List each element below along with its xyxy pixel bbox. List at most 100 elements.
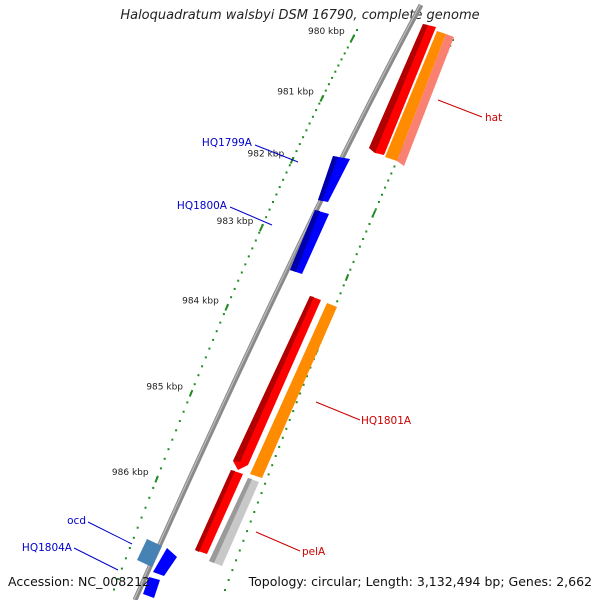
leader-hq1804a: [73, 547, 119, 571]
outer-tick-dot: [292, 410, 295, 413]
outer-tick-dot: [267, 473, 270, 476]
feature-hat-orange[interactable]: [385, 31, 446, 161]
feature-hq1801a-red[interactable]: [233, 296, 321, 470]
outer-tick-dot: [278, 445, 281, 448]
inner-tick-major-tick-5: [188, 389, 194, 397]
inner-tick-dot: [305, 129, 308, 132]
inner-tick-dot: [343, 52, 346, 55]
inner-tick-dot: [268, 208, 271, 211]
inner-tick-dot: [282, 178, 285, 181]
tick-label-5: 985 kbp: [146, 382, 183, 392]
outer-tick-dot: [288, 418, 291, 421]
inner-tick-dot: [285, 171, 288, 174]
inner-tick-dot: [308, 122, 311, 125]
tick-labels: 980 kbp 981 kbp 982 kbp 983 kbp 984 kbp 985 k…: [112, 27, 345, 478]
outer-tick-dot: [285, 427, 288, 430]
inner-tick-dot: [215, 330, 218, 333]
inner-tick-dot: [272, 201, 274, 203]
inner-tick-major-tick-4: [224, 303, 230, 311]
inner-tick-major-tick-2: [289, 156, 295, 164]
outer-tick-dot: [390, 172, 393, 175]
inner-tick-dot: [171, 438, 174, 441]
backbone-arc: [132, 3, 424, 600]
inner-tick-dot: [120, 567, 123, 570]
inner-tick-dot: [251, 247, 254, 250]
inner-tick-dot: [136, 526, 139, 529]
feature-hq1799a[interactable]: [318, 156, 350, 202]
label-hq1800a[interactable]: HQ1800A: [177, 200, 228, 212]
inner-tick-dot: [327, 83, 330, 86]
label-hq1801a[interactable]: HQ1801A: [361, 415, 412, 427]
outer-tick-dot: [452, 39, 454, 41]
inner-tick-dot: [288, 164, 291, 167]
inner-tick-dot: [132, 536, 135, 539]
feature-pela-red[interactable]: [195, 470, 243, 554]
label-hat[interactable]: hat: [485, 112, 502, 124]
outer-tick-dot: [260, 492, 263, 495]
feature-hq1801a-orange[interactable]: [250, 303, 337, 478]
feature-hat-red[interactable]: [369, 24, 436, 155]
inner-tick-dot: [240, 271, 243, 274]
outer-tick-dot: [358, 245, 361, 248]
inner-tick-dot: [230, 296, 233, 299]
inner-tick-dot: [356, 29, 358, 31]
label-pela[interactable]: pelA: [302, 546, 326, 558]
outer-tick-dot: [264, 482, 267, 485]
inner-tick-dot: [128, 547, 131, 549]
outer-tick-dot: [256, 501, 259, 504]
inner-tick-dot: [124, 557, 127, 560]
outer-tick-dot: [339, 292, 342, 295]
outer-tick-dot: [374, 208, 377, 211]
feature-hq1804a[interactable]: [143, 548, 177, 598]
inner-tick-dot: [331, 76, 334, 79]
feature-hq1800a[interactable]: [290, 210, 329, 274]
outer-tick-dot: [368, 223, 371, 225]
inner-tick-dot: [298, 143, 301, 146]
inner-tick-dot: [178, 420, 181, 422]
inner-tick-dot: [140, 516, 143, 519]
outer-tick-dot: [249, 520, 252, 523]
outer-tick-dot: [384, 186, 387, 189]
outer-tick-dot: [281, 436, 284, 439]
outer-tick-dot: [365, 230, 368, 233]
inner-tick-dot: [204, 356, 207, 359]
outer-tick-dot: [302, 383, 305, 386]
inner-tick-dot: [163, 457, 166, 460]
tick-label-1: 981 kbp: [277, 87, 314, 97]
label-hq1804a[interactable]: HQ1804A: [22, 542, 73, 554]
inner-tick-dot: [340, 58, 343, 61]
inner-tick-dot: [201, 365, 204, 368]
feature-pela-gray[interactable]: [209, 478, 259, 566]
inner-tick-dot: [247, 255, 250, 258]
inner-tick-major-tick-3: [258, 224, 264, 232]
feature-hat-salmon[interactable]: [397, 34, 454, 166]
outer-tick-dot: [387, 179, 390, 182]
tick-label-0: 980 kbp: [308, 27, 345, 37]
inner-tick-dot: [233, 287, 236, 290]
tick-label-2: 982 kbp: [248, 149, 285, 159]
inner-tick-dot: [167, 448, 170, 451]
tick-label-4: 984 kbp: [182, 296, 219, 306]
map-title: Haloquadratum walsbyi DSM 16790, complet…: [120, 8, 480, 23]
outer-tick-dot: [342, 284, 345, 287]
inner-tick-dot: [175, 429, 178, 432]
inner-tick-dot: [265, 216, 268, 219]
feature-ocd[interactable]: [137, 539, 162, 567]
inner-tick-dot: [318, 102, 321, 105]
outer-tick-dot: [362, 238, 365, 240]
outer-tick-dot: [306, 375, 308, 378]
inner-tick-dot: [311, 115, 314, 118]
label-ocd[interactable]: ocd: [67, 515, 86, 527]
label-hq1799a[interactable]: HQ1799A: [202, 137, 253, 149]
outer-tick-dot: [352, 260, 355, 263]
inner-tick-dot: [117, 578, 119, 580]
inner-tick-dot: [254, 239, 257, 242]
leader-hq1801a: [315, 401, 361, 421]
inner-tick-dot: [349, 40, 352, 43]
inner-tick-dot: [159, 467, 162, 470]
outer-tick-dot: [355, 253, 358, 256]
inner-tick-dot: [219, 321, 222, 324]
inner-tick-dot: [237, 279, 240, 282]
outer-tick-dot: [246, 530, 249, 533]
